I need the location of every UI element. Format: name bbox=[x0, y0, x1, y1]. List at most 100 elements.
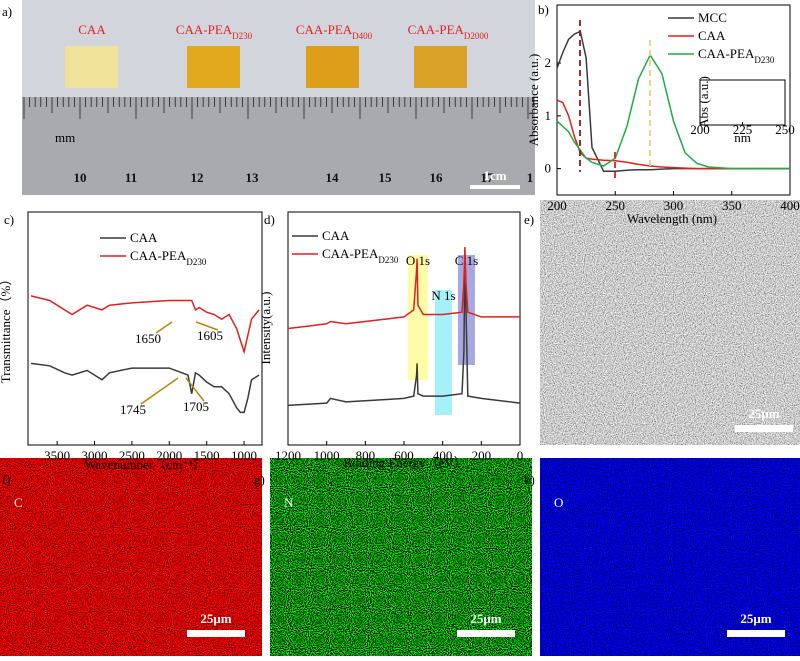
scale-bar-label: 25μm bbox=[740, 611, 771, 626]
y-axis-title: Transmittance（%） bbox=[0, 273, 13, 384]
x-axis-title: Wavenumber（cm⁻¹） bbox=[84, 457, 206, 472]
x-axis-title: Wavelength (nm) bbox=[627, 211, 717, 226]
legend-label-main: CAA-PEA bbox=[322, 246, 379, 261]
inset-frame bbox=[699, 79, 786, 126]
x-tick-label: 300 bbox=[664, 198, 684, 213]
x-tick-label: 2500 bbox=[119, 448, 145, 463]
scale-bar bbox=[727, 630, 785, 637]
sample-label-main: CAA-PEA bbox=[296, 22, 353, 37]
ruler-number: 14 bbox=[326, 170, 340, 185]
sem-image bbox=[540, 200, 800, 445]
plot-frame bbox=[556, 4, 791, 196]
y-tick-label: 0 bbox=[545, 161, 552, 176]
annotation-arrow bbox=[140, 377, 179, 405]
annotation-arrow bbox=[185, 377, 205, 402]
legend-label: CAA-PEAD230 bbox=[322, 246, 399, 265]
sample-label-sub: D2000 bbox=[464, 31, 489, 41]
y-axis-title: Absorbance (a.u.) bbox=[526, 54, 541, 147]
panel-label: a) bbox=[2, 4, 12, 19]
sample-label: CAA-PEAD2000 bbox=[408, 22, 489, 41]
panel-label: g) bbox=[254, 472, 265, 487]
ruler-number: 10 bbox=[74, 170, 87, 185]
ruler-number: 16 bbox=[430, 170, 444, 185]
ruler-number: 15 bbox=[379, 170, 393, 185]
film bbox=[414, 46, 467, 88]
x-axis-title: Binding Energy（eV） bbox=[343, 455, 467, 470]
band-label: C 1s bbox=[455, 253, 478, 268]
y-axis-title: Intensity(a.u.) bbox=[258, 292, 273, 365]
x-tick-label: 3000 bbox=[82, 448, 108, 463]
film bbox=[65, 46, 118, 88]
x-tick-label: 200 bbox=[472, 448, 492, 463]
x-tick-label: 3500 bbox=[44, 448, 70, 463]
band bbox=[407, 255, 428, 380]
x-tick-label: 0 bbox=[517, 448, 524, 463]
x-tick-label: 250 bbox=[606, 198, 626, 213]
x-tick-label: 400 bbox=[780, 198, 800, 213]
legend-label-main: CAA-PEA bbox=[698, 46, 755, 61]
sample-label: CAA-PEAD400 bbox=[296, 22, 373, 41]
scale-bar bbox=[457, 630, 515, 637]
scale-bar-label: 1cm bbox=[483, 168, 506, 183]
series-line bbox=[556, 30, 790, 173]
series-line bbox=[556, 99, 790, 170]
panel-label: f) bbox=[2, 472, 11, 487]
inset-y-title: Abs (a.u.) bbox=[696, 76, 711, 128]
series-line bbox=[30, 362, 260, 414]
eds-map bbox=[540, 458, 800, 656]
ruler-number: 13 bbox=[246, 170, 260, 185]
x-tick-label: 1500 bbox=[194, 448, 220, 463]
legend-label-sub: D230 bbox=[754, 55, 774, 65]
annotation-arrow bbox=[155, 321, 173, 334]
sample-label-main: CAA-PEA bbox=[176, 22, 233, 37]
y-tick-label: 1 bbox=[545, 108, 552, 123]
eds-map bbox=[270, 458, 532, 656]
scale-bar-label: 25μm bbox=[748, 406, 779, 421]
band-label: O 1s bbox=[406, 253, 430, 268]
panel-label: e) bbox=[524, 212, 534, 227]
x-tick-label: 800 bbox=[356, 448, 376, 463]
ruler-number: 17 bbox=[481, 170, 495, 185]
inset-x-title: nm bbox=[734, 130, 751, 145]
x-tick-label: 2000 bbox=[156, 448, 182, 463]
film bbox=[306, 46, 359, 88]
sample-label-sub: D230 bbox=[232, 31, 252, 41]
eds-map bbox=[0, 458, 262, 656]
ruler-number: 1 bbox=[527, 170, 534, 185]
element-label: C bbox=[14, 495, 23, 510]
x-tick-label: 200 bbox=[547, 198, 567, 213]
panel-label: d) bbox=[264, 212, 275, 227]
series-line bbox=[287, 253, 521, 407]
plot-frame bbox=[27, 211, 263, 446]
legend-label-sub: D230 bbox=[186, 257, 206, 267]
legend-label-sub: D230 bbox=[378, 255, 398, 265]
legend-label: CAA-PEAD230 bbox=[698, 46, 775, 65]
x-tick-label: 600 bbox=[394, 448, 414, 463]
x-tick-label: 1200 bbox=[275, 448, 301, 463]
panel-label: b) bbox=[538, 2, 549, 17]
band bbox=[434, 290, 452, 415]
legend-label: CAA bbox=[130, 230, 158, 245]
legend-label: CAA-PEAD230 bbox=[130, 248, 207, 267]
ruler-unit: mm bbox=[55, 130, 75, 145]
panel-label: c) bbox=[4, 212, 14, 227]
inset-tick-label: 200 bbox=[690, 122, 710, 137]
sample-label-sub: D400 bbox=[352, 31, 372, 41]
annotation: 1605 bbox=[197, 328, 223, 343]
sample-label-main: CAA-PEA bbox=[408, 22, 465, 37]
series-line bbox=[30, 295, 260, 355]
inset-tick-label: 250 bbox=[775, 122, 795, 137]
legend-label: CAA bbox=[322, 228, 350, 243]
x-tick-label: 400 bbox=[433, 448, 453, 463]
series-line bbox=[287, 246, 520, 330]
band-label: N 1s bbox=[431, 288, 455, 303]
annotation-arrow bbox=[195, 321, 219, 331]
scale-bar bbox=[187, 630, 245, 637]
ruler bbox=[22, 97, 535, 195]
annotation: 1650 bbox=[135, 331, 161, 346]
sample-label: CAA bbox=[78, 22, 106, 37]
y-tick-label: 2 bbox=[545, 55, 552, 70]
film bbox=[187, 46, 240, 88]
annotation: 1705 bbox=[183, 399, 209, 414]
